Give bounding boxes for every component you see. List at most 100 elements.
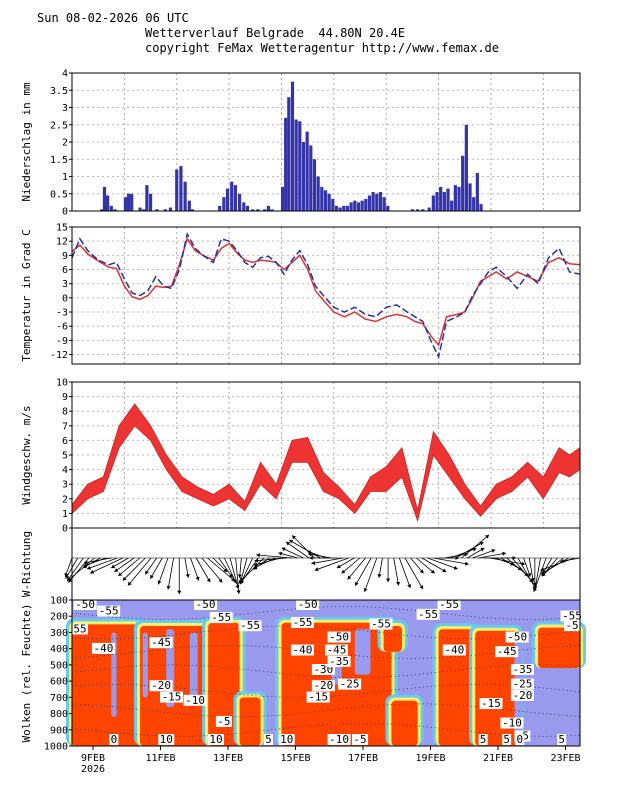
wdir-arrowhead <box>278 551 283 556</box>
temp-label: -25 <box>340 678 360 691</box>
precip-tick-label: 0 <box>62 207 68 218</box>
wdir-arrow <box>195 557 211 583</box>
temp-label: -55 <box>292 616 312 629</box>
wdir-arrowhead <box>118 572 123 576</box>
precip-bar <box>230 181 234 211</box>
wdir-arrow <box>433 557 469 565</box>
precip-bar <box>360 200 364 211</box>
precip-bar <box>457 186 461 211</box>
temp-tick-label: 9 <box>62 251 68 262</box>
cloud-gap <box>142 632 148 698</box>
wdir-arrowhead <box>533 587 537 592</box>
temp-label: -40 <box>444 644 464 657</box>
wdir-arrow <box>281 547 304 559</box>
wdir-arrow <box>285 541 310 559</box>
precip-bar <box>475 173 479 211</box>
precip-bar <box>183 181 187 211</box>
wdir-arrowhead <box>253 564 258 569</box>
cloud-tick-label: 600 <box>50 677 68 688</box>
temp-label-bg <box>263 734 273 745</box>
temp-label: -55 <box>418 608 438 621</box>
temp-label: -15 <box>162 691 182 704</box>
precip-bar <box>316 176 320 211</box>
cloud-block <box>383 625 402 652</box>
wdir-arrowhead <box>254 558 259 563</box>
precip-bar <box>225 188 230 211</box>
precip-bar <box>416 209 420 211</box>
wdir-arrowhead <box>157 580 162 585</box>
temp-label-bg <box>505 631 529 643</box>
wdir-arrow <box>256 554 293 559</box>
wdir-arrow <box>347 557 366 580</box>
wdir-arrowhead <box>238 579 243 584</box>
temp-label: 5 <box>480 733 487 746</box>
cloud-tick-label: 800 <box>50 709 68 720</box>
precip-bar <box>375 193 379 211</box>
temp-label: -20 <box>512 689 532 702</box>
wdir-arrow <box>240 557 248 582</box>
precip-bar <box>123 197 128 211</box>
temp-tick-label: 12 <box>56 237 68 248</box>
precip-bar <box>353 200 357 211</box>
wdir-arrow <box>478 552 507 559</box>
wdir-arrowhead <box>166 585 171 590</box>
temp-label-bg <box>183 694 207 706</box>
wdir-arrow <box>235 557 240 594</box>
precip-bar <box>301 142 306 211</box>
temp-label-bg <box>97 605 121 617</box>
precip-bar <box>367 195 372 211</box>
wdir-arrow <box>218 557 233 578</box>
wdir-arrowhead <box>377 573 382 578</box>
cloud-block <box>391 700 418 746</box>
wdir-arrowhead <box>464 561 469 566</box>
wdir-arrow <box>167 557 174 590</box>
temp-label: -20 <box>151 679 171 692</box>
wdir-arrow <box>399 557 411 589</box>
precip-bar <box>439 186 443 211</box>
temp-label-bg <box>515 734 525 745</box>
wdir-arrowhead <box>256 553 260 558</box>
precip-bar <box>378 192 383 211</box>
temp-label: -5 <box>565 619 578 632</box>
temp-label-bg <box>311 680 335 692</box>
temp-label: -10 <box>502 717 522 730</box>
precip-bar <box>453 185 457 211</box>
wdir-arrowhead <box>122 576 127 581</box>
temp-tick-label: 0 <box>62 293 68 304</box>
wdir-arrowhead <box>347 575 352 580</box>
cloud-block <box>438 629 476 746</box>
temp-tick-label: -12 <box>50 350 68 361</box>
temp-label-bg <box>91 642 115 654</box>
precip-tick-label: 2.5 <box>50 120 68 131</box>
temp-label-bg <box>510 664 534 675</box>
temp-label-bg <box>442 644 466 656</box>
temp-label: 10 <box>160 733 173 746</box>
wdir-arrowhead <box>485 534 490 539</box>
wdir-arrowhead <box>195 576 200 581</box>
wdir-arrowhead <box>281 547 286 552</box>
temp-label-bg <box>510 678 534 690</box>
x-tick-label: 15FEB <box>280 753 310 764</box>
precip-bar <box>233 185 237 211</box>
wdir-arrow <box>239 557 259 585</box>
temp-label-bg <box>208 734 225 745</box>
precip-tick-label: 1.5 <box>50 155 68 166</box>
temp-label-bg <box>215 715 232 727</box>
wind-tick-label: 1 <box>62 509 68 520</box>
wdir-arrowhead <box>540 567 545 572</box>
temp-label: -45 <box>151 636 171 649</box>
precip-bar <box>190 209 195 211</box>
precip-bar <box>421 209 425 211</box>
isotherm <box>71 664 581 679</box>
run-date: Sun 08-02-2026 06 UTC <box>37 11 189 25</box>
wdir-arrowhead <box>527 572 532 577</box>
wdir-arrowhead <box>314 567 319 572</box>
wdir-arrowhead <box>150 574 154 579</box>
temp-tick-label: 3 <box>62 279 68 290</box>
precip-bar <box>100 209 104 211</box>
temp-label-bg <box>564 620 580 632</box>
x-tick-label: 9FEB <box>81 753 105 764</box>
wdir-arrowhead <box>472 547 477 552</box>
temp-label-bg <box>149 680 173 692</box>
wdir-arrow <box>238 557 265 584</box>
